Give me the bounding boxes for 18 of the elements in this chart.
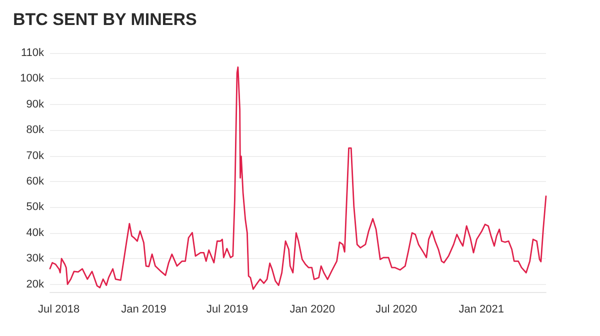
y-tick-label: 20k xyxy=(26,278,44,290)
x-tick-label: Jul 2020 xyxy=(376,304,418,316)
y-tick-label: 30k xyxy=(26,252,44,265)
y-tick-label: 50k xyxy=(26,201,44,214)
y-tick-label: 40k xyxy=(26,226,44,239)
y-tick-label: 90k xyxy=(26,98,44,110)
y-tick-label: 110k xyxy=(20,47,44,59)
x-tick-label: Jul 2019 xyxy=(206,304,248,316)
line-series xyxy=(49,66,547,290)
y-tick-label: 70k xyxy=(26,150,44,162)
y-tick-label: 60k xyxy=(26,175,44,188)
x-tick-label: Jan 2020 xyxy=(290,304,335,316)
y-tick-label: 80k xyxy=(26,124,44,136)
x-tick-label: Jul 2018 xyxy=(38,304,80,316)
y-tick-label: 100k xyxy=(20,72,44,85)
x-tick-label: Jan 2019 xyxy=(121,304,166,316)
x-tick-label: Jan 2021 xyxy=(458,304,504,316)
chart-title: BTC SENT BY MINERS xyxy=(13,10,197,29)
